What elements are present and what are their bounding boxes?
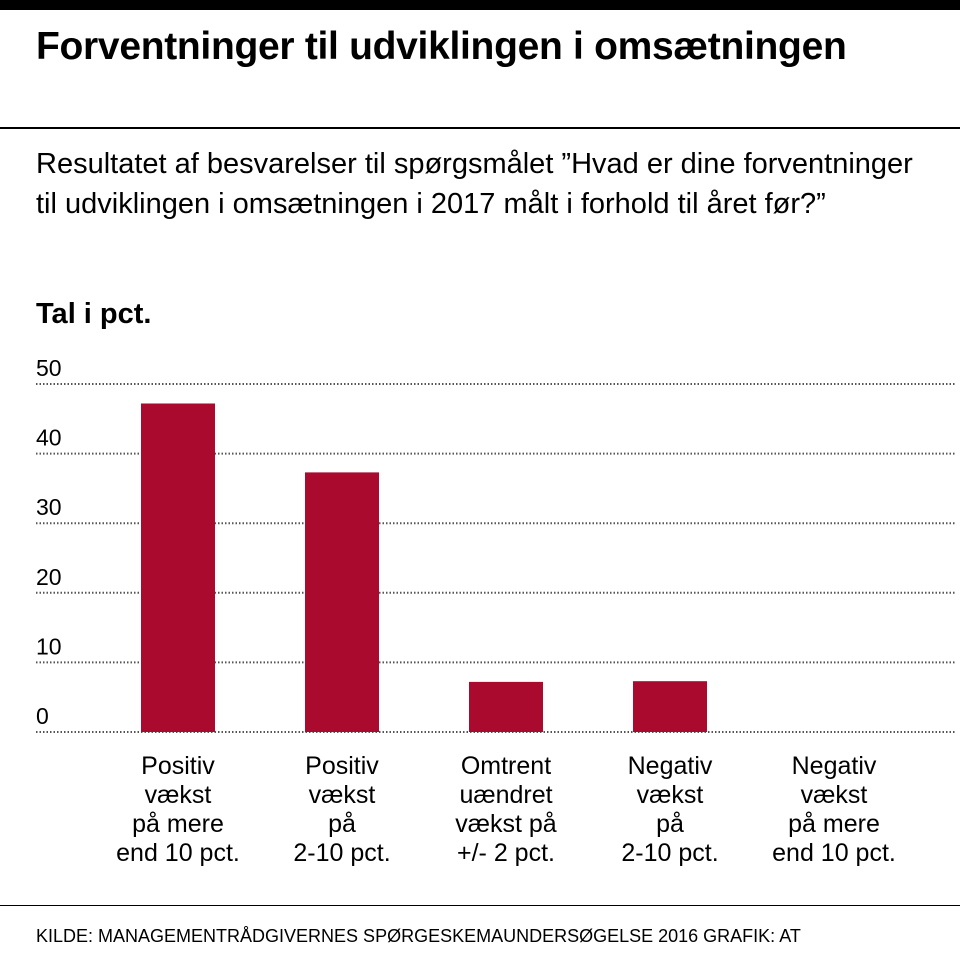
footer-source: KILDE: MANAGEMENTRÅDGIVERNES SPØRGESKEMA… <box>36 926 801 946</box>
x-tick-label: Negativ vækst på 2-10 pct. <box>590 752 750 868</box>
y-tick-label: 40 <box>36 425 62 451</box>
x-tick-label-line: vækst på <box>455 810 557 838</box>
y-tick-label: 0 <box>36 703 49 729</box>
x-tick-label-line: 2-10 pct. <box>293 839 391 867</box>
bar <box>141 403 215 732</box>
y-tick-label: 20 <box>36 564 62 590</box>
title-divider <box>0 127 960 129</box>
x-tick-label-line: på <box>656 810 684 838</box>
x-tick-label-line: Omtrent <box>460 752 552 780</box>
x-tick-label-line: på mere <box>132 810 224 838</box>
bar <box>305 472 379 732</box>
chart-title: Forventninger til udviklingen i omsætnin… <box>36 25 847 68</box>
x-tick-label-line: Positiv <box>305 752 379 780</box>
bar <box>633 681 707 732</box>
x-tick-label-line: Positiv <box>141 752 215 780</box>
x-tick-label-line: +/- 2 pct. <box>457 839 555 867</box>
x-tick-label-line: Negativ <box>791 752 877 780</box>
x-tick-label: Negativ vækst på mere end 10 pct. <box>754 752 914 868</box>
bar <box>469 681 543 732</box>
unit-label: Tal i pct. <box>36 298 152 330</box>
bar-chart: 0 10 20 30 40 50 <box>36 355 955 733</box>
x-tick-label-line: på mere <box>788 810 880 838</box>
chart-subtitle: Resultatet af besvarelser til spørgsmåle… <box>36 148 913 220</box>
x-tick-label-line: 2-10 pct. <box>621 839 719 867</box>
x-tick-label-line: vækst <box>636 781 704 809</box>
x-tick-label: Positiv vækst på mere end 10 pct. <box>98 752 258 868</box>
x-tick-label-line: end 10 pct. <box>116 839 240 867</box>
x-tick-label-line: uændret <box>459 781 553 809</box>
x-tick-label-line: vækst <box>144 781 212 809</box>
x-tick-label-line: på <box>328 810 356 838</box>
footer-divider <box>0 905 960 906</box>
x-tick-label-line: Negativ <box>627 752 713 780</box>
y-tick-label: 10 <box>36 633 62 659</box>
x-tick-label: Positiv vækst på 2-10 pct. <box>262 752 422 868</box>
x-tick-label-line: vækst <box>308 781 376 809</box>
x-tick-label-line: vækst <box>800 781 868 809</box>
x-tick-label: Omtrent uændret vækst på +/- 2 pct. <box>426 752 586 868</box>
x-tick-label-line: end 10 pct. <box>772 839 896 867</box>
y-tick-label: 50 <box>36 355 62 381</box>
top-bar <box>0 0 960 10</box>
y-tick-label: 30 <box>36 494 62 520</box>
